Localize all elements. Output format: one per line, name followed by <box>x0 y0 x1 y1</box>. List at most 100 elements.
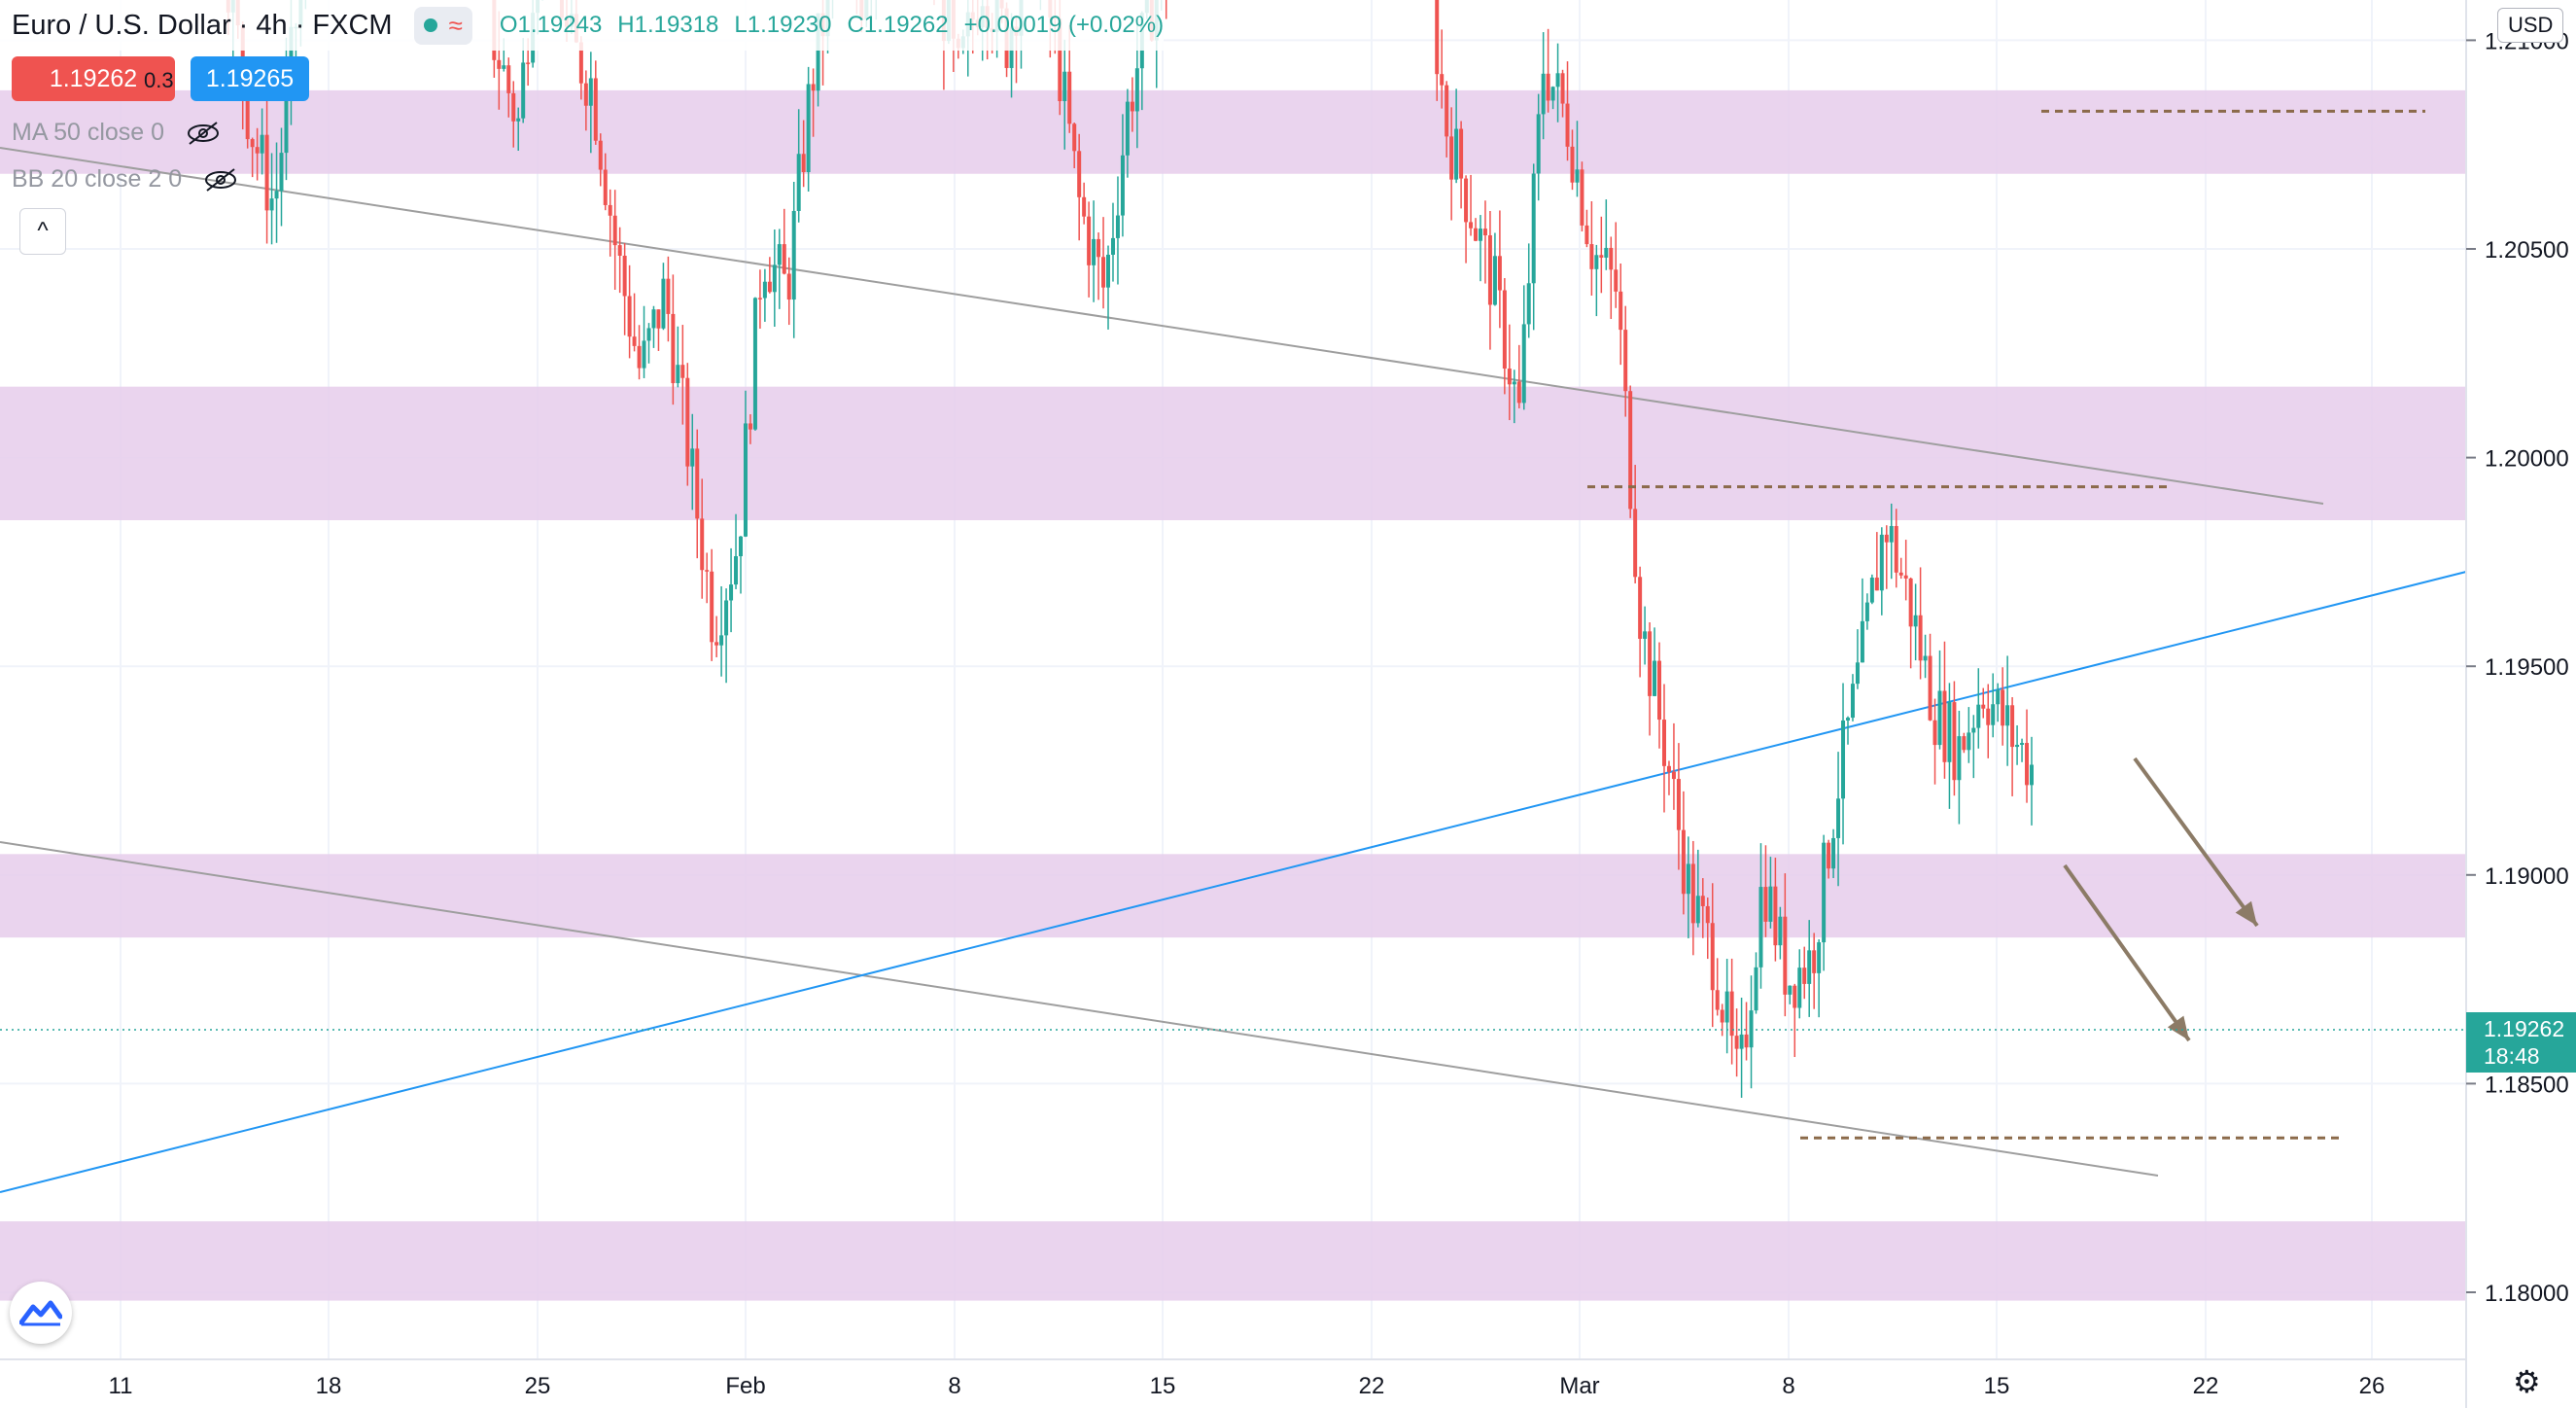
buy-button[interactable]: 1.19265 <box>191 56 309 101</box>
time-tick-label: 15 <box>1150 1373 1176 1399</box>
candle-body <box>1817 942 1822 973</box>
candle-body <box>598 140 603 170</box>
candle-body <box>1971 727 1976 733</box>
candle-body <box>1067 71 1072 124</box>
candle-body <box>1720 1009 1724 1023</box>
candle-body <box>1947 702 1952 762</box>
candle-body <box>1469 222 1474 229</box>
time-tick-label: 11 <box>109 1373 133 1399</box>
candle-body <box>1633 509 1638 578</box>
candle-body <box>801 154 806 173</box>
candle-body <box>1827 842 1831 869</box>
candle-body <box>671 313 676 384</box>
candle-body <box>1614 269 1619 292</box>
candle-body <box>1898 572 1903 576</box>
candle-body <box>1653 660 1657 696</box>
price-tick-label: 1.18000 <box>2485 1281 2569 1307</box>
candle-body <box>1884 534 1889 543</box>
candle-body <box>1681 829 1686 895</box>
price-tick-label: 1.19500 <box>2485 654 2569 681</box>
candle-body <box>1666 765 1671 772</box>
candle-body <box>1967 732 1971 751</box>
candle-body <box>1072 123 1077 152</box>
candle-body <box>269 198 274 211</box>
candle-body <box>521 62 526 119</box>
candle-body <box>1908 578 1913 627</box>
candle-body <box>1879 534 1884 591</box>
candle-body <box>1952 702 1957 781</box>
spread-value: 0.3 <box>144 68 174 92</box>
candle-body <box>1584 225 1589 245</box>
hidden-eye-icon[interactable] <box>184 121 223 146</box>
candle-body <box>1623 330 1628 392</box>
candle-body <box>2001 689 2005 726</box>
sr-zone <box>0 89 2466 174</box>
candle-body <box>1783 916 1788 995</box>
indicator-bb[interactable]: BB 20 close 2 0 <box>12 165 240 194</box>
candle-body <box>1841 720 1846 799</box>
candle-body <box>583 83 588 106</box>
ohlc-open: O1.19243 <box>499 12 603 38</box>
time-axis-ticks: 11 18 25 Feb 8 15 22 Mar 8 15 22 26 <box>109 1373 2385 1399</box>
time-tick-label: 25 <box>525 1373 551 1399</box>
candle-body <box>1928 655 1932 721</box>
candle-body <box>1778 916 1783 946</box>
candle-body <box>1676 779 1681 830</box>
collapse-legend-button[interactable]: ^ <box>19 208 66 255</box>
candle-body <box>1482 229 1487 236</box>
ohlc-values: O1.19243 H1.19318 L1.19230 C1.19262 +0.0… <box>500 12 1164 39</box>
sell-button[interactable]: 1.19262 <box>12 56 175 101</box>
market-open-dot-icon <box>423 18 437 32</box>
candle-body <box>772 264 777 293</box>
candle-body <box>1541 73 1546 115</box>
support-resistance-zones <box>0 89 2466 1301</box>
candle-body <box>627 296 632 337</box>
candle-body <box>651 309 656 329</box>
hidden-eye-icon[interactable] <box>201 167 240 193</box>
sr-zone <box>0 854 2466 938</box>
candle-body <box>676 365 680 384</box>
candle-body <box>1440 74 1445 86</box>
candle-body <box>284 83 289 154</box>
trend-line-lower <box>0 841 2159 1177</box>
candle-body <box>690 448 695 467</box>
indicator-ma-label: MA 50 close 0 <box>12 119 165 146</box>
candle-body <box>1092 238 1097 265</box>
candle-body <box>1077 151 1082 197</box>
price-tick-label: 1.20000 <box>2485 446 2569 473</box>
candle-body <box>1097 238 1101 258</box>
candle-body <box>1686 863 1690 895</box>
indicator-ma[interactable]: MA 50 close 0 <box>12 119 223 147</box>
candle-body <box>1526 283 1531 325</box>
candle-body <box>1599 255 1604 258</box>
candle-body <box>1536 114 1541 174</box>
candle-body <box>1516 381 1521 404</box>
tradingview-logo-icon[interactable] <box>10 1282 72 1344</box>
candle-body <box>1445 85 1449 137</box>
time-tick-label: 8 <box>948 1373 960 1399</box>
ohlc-high: H1.19318 <box>617 12 719 38</box>
candle-body <box>1130 101 1134 112</box>
candle-body <box>1082 196 1087 217</box>
candle-body <box>1710 923 1715 991</box>
candle-body <box>786 273 791 300</box>
candle-body <box>1062 71 1067 102</box>
candle-body <box>1768 886 1773 922</box>
ohlc-change: +0.00019 (+0.02%) <box>963 12 1165 38</box>
candle-body <box>1125 101 1130 156</box>
candle-body <box>700 518 705 571</box>
candle-body <box>1996 689 2001 705</box>
market-status[interactable]: ≈ <box>413 6 472 45</box>
currency-label[interactable]: USD <box>2497 8 2564 43</box>
candle-body <box>240 25 245 86</box>
candle-body <box>1962 736 1967 751</box>
symbol-title[interactable]: Euro / U.S. Dollar · 4h · FXCM <box>12 9 393 41</box>
candle-body <box>1932 720 1937 746</box>
candle-body <box>661 278 666 329</box>
candle-body <box>516 118 521 122</box>
candle-body <box>752 298 757 430</box>
candle-body <box>1546 73 1550 101</box>
settings-gear-icon[interactable]: ⚙ <box>2513 1364 2541 1399</box>
candle-body <box>1869 578 1874 603</box>
